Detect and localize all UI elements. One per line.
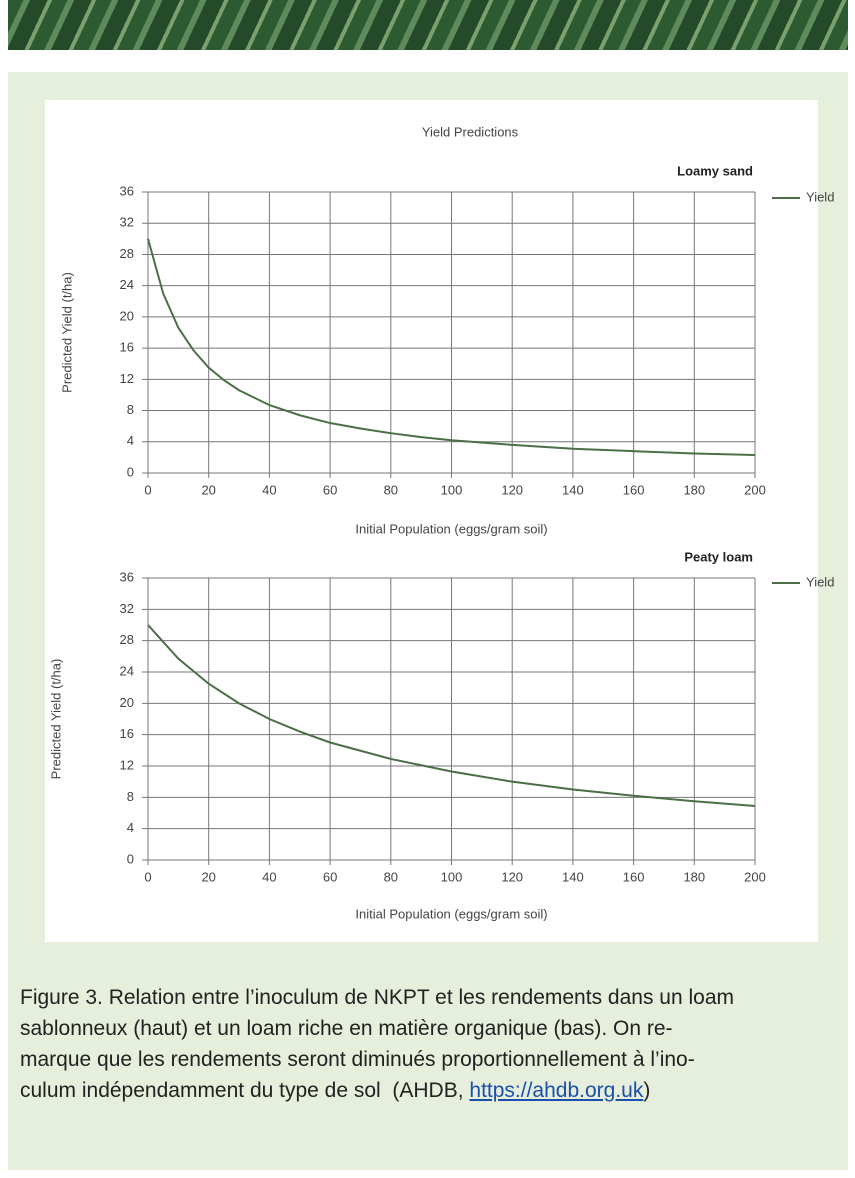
y-tick-label: 20	[120, 695, 134, 710]
x-tick-label: 180	[683, 869, 705, 884]
x-tick-label: 200	[744, 869, 766, 884]
y-tick-label: 28	[120, 246, 134, 261]
y-tick-label: 4	[127, 433, 134, 448]
caption-line: marque que les rendements seront diminué…	[20, 1048, 695, 1072]
x-tick-label: 80	[384, 482, 398, 497]
caption-line: Figure 3. Relation entre l’inoculum de N…	[20, 986, 734, 1010]
y-tick-label: 24	[120, 277, 134, 292]
y-tick-label: 20	[120, 308, 134, 323]
x-tick-label: 80	[384, 869, 398, 884]
y-tick-label: 16	[120, 726, 134, 741]
x-tick-label: 60	[323, 869, 337, 884]
y-tick-label: 16	[120, 340, 134, 355]
link[interactable]: https://ahdb.org.uk	[469, 1079, 643, 1102]
x-axis-label: Initial Population (eggs/gram soil)	[355, 906, 547, 921]
y-tick-label: 12	[120, 757, 134, 772]
y-tick-label: 36	[120, 183, 134, 198]
y-tick-label: 32	[120, 215, 134, 230]
page: Yield Predictions Loamy sand 0 4 8 12 16 20 24 28…	[0, 0, 855, 1178]
y-axis-label: Predicted Yield (t/ha)	[48, 659, 63, 780]
caption-text: )	[643, 1079, 650, 1102]
y-tick-label: 28	[120, 632, 134, 647]
x-tick-label: 140	[562, 482, 584, 497]
y-tick-label: 32	[120, 601, 134, 616]
x-tick-label: 100	[441, 482, 463, 497]
x-tick-label: 40	[262, 869, 276, 884]
y-tick-label: 8	[127, 789, 134, 804]
y-tick-label: 24	[120, 663, 134, 678]
x-tick-label: 60	[323, 482, 337, 497]
x-tick-label: 140	[562, 869, 584, 884]
legend-label: Yield	[806, 574, 834, 589]
chart-subtitle: Peaty loam	[684, 549, 753, 564]
caption-line: culum indépendamment du type de sol (AHD…	[20, 1079, 650, 1103]
y-tick-label: 12	[120, 371, 134, 386]
x-tick-label: 100	[441, 869, 463, 884]
x-tick-label: 160	[623, 869, 645, 884]
y-tick-label: 0	[127, 851, 134, 866]
x-tick-label: 180	[683, 482, 705, 497]
x-tick-label: 200	[744, 482, 766, 497]
x-tick-label: 0	[144, 869, 151, 884]
legend-label: Yield	[806, 189, 834, 204]
x-tick-label: 120	[501, 869, 523, 884]
chart-subtitle: Loamy sand	[677, 163, 753, 178]
x-tick-label: 120	[501, 482, 523, 497]
x-tick-label: 160	[623, 482, 645, 497]
x-tick-label: 40	[262, 482, 276, 497]
caption-text: culum indépendamment du type de sol (AHD…	[20, 1079, 469, 1102]
x-tick-label: 20	[201, 482, 215, 497]
chart-title: Yield Predictions	[422, 124, 519, 139]
x-tick-label: 20	[201, 869, 215, 884]
y-tick-label: 4	[127, 820, 134, 835]
caption-line: sablonneux (haut) et un loam riche en ma…	[20, 1017, 673, 1041]
y-tick-label: 8	[127, 402, 134, 417]
y-tick-label: 0	[127, 464, 134, 479]
y-tick-label: 36	[120, 569, 134, 584]
x-tick-label: 0	[144, 482, 151, 497]
y-axis-label: Predicted Yield (t/ha)	[59, 272, 74, 393]
x-axis-label: Initial Population (eggs/gram soil)	[355, 521, 547, 536]
